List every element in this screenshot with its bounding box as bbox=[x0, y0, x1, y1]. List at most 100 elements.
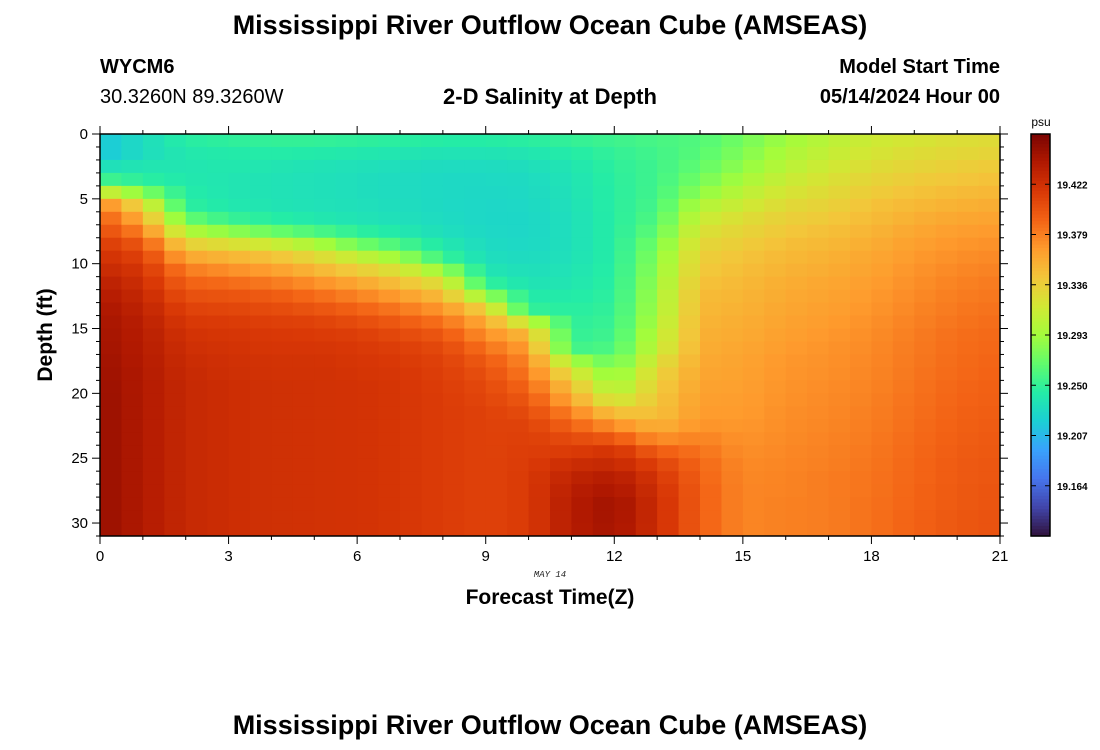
colorbar-segment bbox=[1031, 341, 1050, 346]
heatmap-cell bbox=[464, 458, 487, 472]
heatmap-cell bbox=[228, 445, 251, 459]
heatmap-cell bbox=[635, 185, 658, 200]
heatmap-cell bbox=[528, 159, 551, 174]
heatmap-cell bbox=[485, 159, 508, 174]
heatmap-cell bbox=[421, 341, 444, 356]
heatmap-cell bbox=[378, 471, 401, 485]
heatmap-cell bbox=[871, 471, 894, 485]
colorbar-segment bbox=[1031, 338, 1050, 343]
colorbar-segment bbox=[1031, 422, 1050, 427]
heatmap-cell bbox=[957, 471, 980, 485]
heatmap-cell bbox=[914, 328, 937, 343]
heatmap-cell bbox=[164, 380, 187, 394]
heatmap-cell bbox=[614, 289, 637, 304]
heatmap-cell bbox=[528, 289, 551, 304]
heatmap-cell bbox=[271, 185, 294, 200]
heatmap-cell bbox=[764, 289, 787, 304]
heatmap-cell bbox=[742, 185, 765, 200]
heatmap-cell bbox=[635, 289, 658, 304]
heatmap-cell bbox=[807, 224, 830, 239]
heatmap-cell bbox=[871, 159, 894, 174]
heatmap-cell bbox=[807, 263, 830, 278]
heatmap-cell bbox=[378, 432, 401, 446]
heatmap-cell bbox=[485, 315, 508, 330]
heatmap-cell bbox=[250, 367, 273, 381]
heatmap-cell bbox=[207, 445, 230, 459]
heatmap-cell bbox=[121, 471, 144, 485]
heatmap-cell bbox=[871, 367, 894, 381]
heatmap-cell bbox=[250, 211, 273, 226]
colorbar-segment bbox=[1031, 375, 1050, 380]
heatmap-cell bbox=[335, 380, 358, 394]
heatmap-cell bbox=[764, 341, 787, 356]
heatmap-cell bbox=[400, 263, 423, 278]
x-tick-label: 15 bbox=[735, 548, 752, 565]
heatmap-cell bbox=[635, 354, 658, 369]
heatmap-cell bbox=[507, 510, 530, 524]
heatmap-cell bbox=[871, 211, 894, 226]
heatmap-cell bbox=[357, 159, 380, 174]
heatmap-cell bbox=[678, 159, 701, 174]
heatmap-cell bbox=[957, 497, 980, 511]
heatmap-cell bbox=[935, 328, 958, 343]
heatmap-cell bbox=[914, 315, 937, 330]
heatmap-cell bbox=[700, 341, 723, 356]
heatmap-cell bbox=[828, 510, 851, 524]
heatmap-cell bbox=[185, 419, 208, 433]
heatmap-cell bbox=[657, 276, 680, 291]
heatmap-cell bbox=[271, 172, 294, 187]
heatmap-cell bbox=[100, 146, 123, 161]
heatmap-cell bbox=[207, 263, 230, 278]
heatmap-cell bbox=[935, 354, 958, 369]
heatmap-cell bbox=[164, 211, 187, 226]
colorbar-segment bbox=[1031, 351, 1050, 356]
heatmap-cell bbox=[442, 341, 465, 356]
heatmap-cell bbox=[614, 328, 637, 343]
heatmap-cell bbox=[421, 159, 444, 174]
heatmap-cell bbox=[507, 380, 530, 394]
heatmap-cell bbox=[742, 289, 765, 304]
heatmap-cell bbox=[850, 250, 873, 265]
heatmap-cell bbox=[228, 497, 251, 511]
heatmap-cell bbox=[850, 276, 873, 291]
heatmap-cell bbox=[935, 263, 958, 278]
heatmap-cell bbox=[978, 276, 1000, 291]
heatmap-cell bbox=[421, 393, 444, 407]
heatmap-cell bbox=[400, 406, 423, 420]
heatmap-cell bbox=[764, 134, 787, 148]
heatmap-cell bbox=[485, 250, 508, 265]
heatmap-cell bbox=[764, 276, 787, 291]
heatmap-cell bbox=[914, 419, 937, 433]
heatmap-cell bbox=[142, 510, 165, 524]
heatmap-cell bbox=[100, 211, 123, 226]
heatmap-cell bbox=[700, 198, 723, 213]
heatmap-cell bbox=[292, 263, 315, 278]
heatmap-cell bbox=[314, 211, 337, 226]
heatmap-cell bbox=[635, 523, 658, 536]
heatmap-cell bbox=[614, 263, 637, 278]
heatmap-cell bbox=[100, 328, 123, 343]
heatmap-cell bbox=[357, 497, 380, 511]
heatmap-cell bbox=[592, 484, 615, 498]
heatmap-cell bbox=[485, 367, 508, 381]
heatmap-cell bbox=[528, 497, 551, 511]
colorbar-segment bbox=[1031, 489, 1050, 494]
heatmap-cell bbox=[442, 315, 465, 330]
heatmap-cell bbox=[571, 341, 594, 356]
heatmap-cell bbox=[892, 367, 915, 381]
heatmap-cell bbox=[250, 289, 273, 304]
heatmap-cell bbox=[871, 185, 894, 200]
heatmap-cell bbox=[678, 302, 701, 317]
heatmap-cell bbox=[292, 302, 315, 317]
heatmap-cell bbox=[400, 354, 423, 369]
heatmap-cell bbox=[464, 134, 487, 148]
colorbar-segment bbox=[1031, 355, 1050, 360]
heatmap-cell bbox=[871, 458, 894, 472]
heatmap-cell bbox=[785, 263, 808, 278]
heatmap-cell bbox=[292, 159, 315, 174]
heatmap-cell bbox=[764, 471, 787, 485]
heatmap-cell bbox=[485, 276, 508, 291]
heatmap-cell bbox=[250, 354, 273, 369]
heatmap-cell bbox=[464, 523, 487, 536]
heatmap-cell bbox=[528, 198, 551, 213]
